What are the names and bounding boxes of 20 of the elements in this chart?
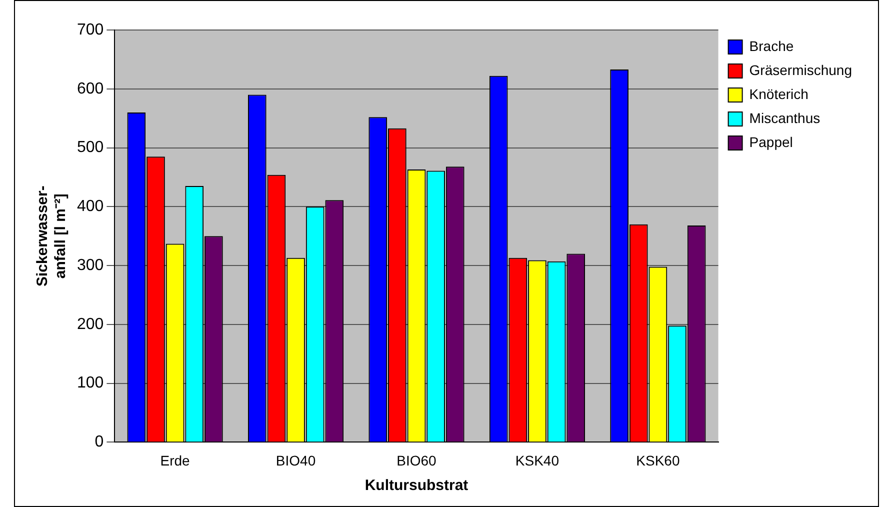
y-tick-label: 200 <box>76 316 104 333</box>
legend-label: Knöterich <box>749 86 808 102</box>
y-axis-title: Sickerwasser-anfall [l m⁻²] <box>34 186 70 287</box>
y-tick-label: 400 <box>76 198 104 216</box>
y-tick-label: 300 <box>76 256 104 274</box>
legend-label: Miscanthus <box>749 110 820 126</box>
y-tick-label: 100 <box>76 374 104 392</box>
y-tick-label: 600 <box>76 80 104 98</box>
x-tick-label: Erde <box>160 452 190 468</box>
legend-label: Pappel <box>749 134 793 150</box>
x-tick-label: KSK60 <box>636 452 680 468</box>
x-tick-label: KSK40 <box>515 452 560 468</box>
x-axis-title: Kultursubstrat <box>364 477 468 494</box>
legend-label: Gräsermischung <box>749 62 852 78</box>
legend-label: Brache <box>749 38 794 54</box>
x-tick-label: BIO60 <box>396 452 437 468</box>
y-tick-label: 500 <box>76 139 104 156</box>
x-tick-label: BIO40 <box>276 452 316 468</box>
y-tick-label: 700 <box>76 21 104 38</box>
y-tick-label: 0 <box>94 434 104 451</box>
